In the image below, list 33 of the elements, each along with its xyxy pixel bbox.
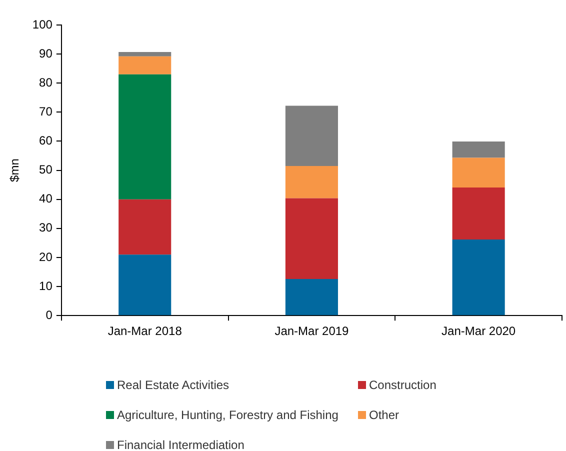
legend-label: Agriculture, Hunting, Forestry and Fishing: [117, 408, 338, 422]
y-tick-label: 60: [39, 134, 53, 148]
y-tick-label: 10: [39, 278, 53, 293]
x-tick-label: Jan-Mar 2020: [442, 324, 516, 338]
y-tick-label: 40: [39, 192, 53, 206]
x-tick-label: Jan-Mar 2019: [274, 324, 350, 338]
bar: [118, 56, 172, 74]
bar: [452, 158, 505, 188]
legend-label: Real Estate Activities: [117, 378, 230, 392]
bar: [118, 74, 172, 200]
y-tick-label: 50: [39, 162, 53, 177]
bar: [118, 254, 172, 316]
y-tick-label: 100: [32, 17, 53, 32]
legend-label: Financial Intermediation: [117, 438, 244, 451]
bar: [285, 198, 338, 279]
y-tick-label: 80: [39, 75, 53, 90]
bar: [285, 278, 338, 316]
bar: [118, 199, 172, 255]
legend-label: Construction: [369, 378, 436, 392]
bar: [452, 239, 505, 316]
bar: [452, 187, 505, 240]
bar: [452, 142, 505, 158]
x-tick-label: Jan-Mar 2018: [108, 324, 182, 338]
bar: [285, 106, 338, 166]
y-tick-label: 90: [39, 46, 53, 60]
y-tick-label: 20: [39, 250, 53, 264]
y-tick-label: 0: [46, 308, 53, 322]
bar: [118, 52, 172, 56]
legend-label: Other: [369, 408, 400, 422]
y-tick-label: 70: [39, 104, 53, 118]
y-tick-label: 30: [39, 220, 53, 235]
y-axis-title: $mn: [8, 158, 22, 182]
bar: [285, 166, 338, 198]
